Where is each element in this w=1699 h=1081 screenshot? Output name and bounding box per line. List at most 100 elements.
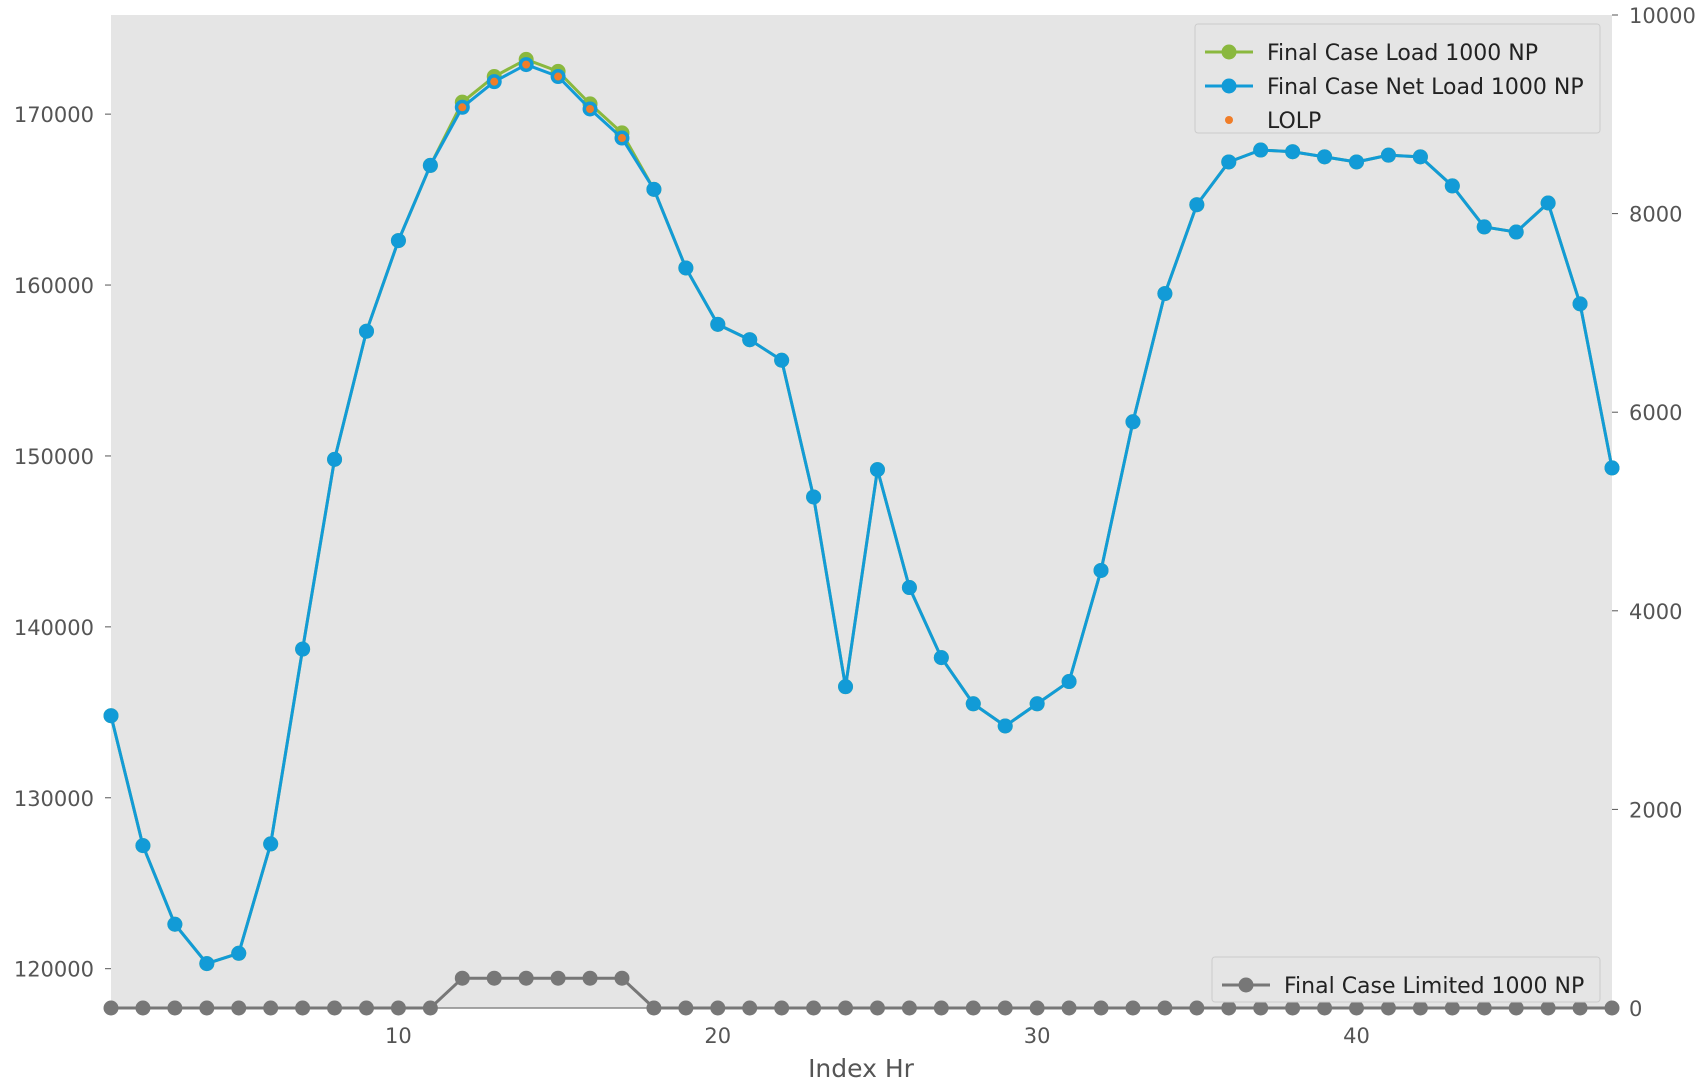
lolp-point bbox=[522, 60, 531, 69]
data-point bbox=[742, 1000, 758, 1016]
data-point bbox=[231, 945, 247, 961]
data-point bbox=[1157, 1000, 1173, 1016]
data-point bbox=[997, 1000, 1013, 1016]
data-point bbox=[1093, 1000, 1109, 1016]
data-point bbox=[135, 1000, 151, 1016]
y-right-tick-label: 6000 bbox=[1629, 401, 1682, 425]
x-tick-label: 40 bbox=[1343, 1024, 1370, 1048]
data-point bbox=[710, 316, 726, 332]
data-point bbox=[1029, 1000, 1045, 1016]
data-point bbox=[358, 323, 374, 339]
data-point bbox=[1221, 154, 1237, 170]
legend-box bbox=[1211, 956, 1601, 1003]
data-point bbox=[1476, 1000, 1492, 1016]
data-point bbox=[199, 956, 215, 972]
data-point bbox=[838, 1000, 854, 1016]
legend-box bbox=[1194, 23, 1601, 134]
data-point bbox=[358, 1000, 374, 1016]
data-point bbox=[1572, 1000, 1588, 1016]
data-point bbox=[646, 1000, 662, 1016]
data-point bbox=[1412, 1000, 1428, 1016]
data-point bbox=[295, 1000, 311, 1016]
legend-label: Final Case Limited 1000 NP bbox=[1284, 974, 1584, 999]
y-left-tick-label: 160000 bbox=[14, 274, 94, 298]
lolp-point bbox=[586, 105, 595, 114]
data-point bbox=[1029, 696, 1045, 712]
data-point bbox=[135, 838, 151, 854]
data-point bbox=[1349, 1000, 1365, 1016]
data-point bbox=[263, 836, 279, 852]
plot-background bbox=[111, 15, 1612, 1008]
y-left-tick-label: 120000 bbox=[14, 958, 94, 982]
data-point bbox=[486, 970, 502, 986]
data-point bbox=[1093, 562, 1109, 578]
series-final-case-net-load-1000-np bbox=[103, 57, 1620, 972]
data-point bbox=[550, 970, 566, 986]
data-point bbox=[869, 462, 885, 478]
data-point bbox=[1540, 195, 1556, 211]
data-point bbox=[774, 1000, 790, 1016]
data-point bbox=[327, 1000, 343, 1016]
data-point bbox=[327, 451, 343, 467]
data-point bbox=[965, 696, 981, 712]
y-left-tick-label: 170000 bbox=[14, 103, 94, 127]
data-point bbox=[167, 916, 183, 932]
series-final-case-limited-1000-np bbox=[103, 970, 1620, 1016]
data-point bbox=[1061, 1000, 1077, 1016]
legend-bottom-right: Final Case Limited 1000 NP bbox=[1211, 956, 1601, 1003]
x-tick-label: 30 bbox=[1024, 1024, 1051, 1048]
legend-top-right: Final Case Load 1000 NP Final Case Net Lo… bbox=[1194, 23, 1601, 134]
data-point bbox=[103, 1000, 119, 1016]
data-point bbox=[774, 352, 790, 368]
legend-marker bbox=[1221, 44, 1237, 60]
data-point bbox=[678, 1000, 694, 1016]
data-point bbox=[901, 580, 917, 596]
data-point bbox=[199, 1000, 215, 1016]
data-point bbox=[1540, 1000, 1556, 1016]
y-left-tick-label: 140000 bbox=[14, 616, 94, 640]
data-point bbox=[1253, 1000, 1269, 1016]
data-point bbox=[1125, 414, 1141, 430]
y-right-tick-label: 0 bbox=[1629, 997, 1642, 1021]
data-point bbox=[1604, 460, 1620, 476]
data-point bbox=[838, 679, 854, 695]
data-point bbox=[103, 708, 119, 724]
data-point bbox=[167, 1000, 183, 1016]
data-point bbox=[933, 650, 949, 666]
data-point bbox=[1380, 147, 1396, 163]
legend-marker bbox=[1238, 977, 1254, 993]
data-point bbox=[1604, 1000, 1620, 1016]
data-point bbox=[582, 970, 598, 986]
y-left-tick-label: 130000 bbox=[14, 787, 94, 811]
data-point bbox=[1253, 142, 1269, 158]
data-point bbox=[1380, 1000, 1396, 1016]
lolp-point bbox=[458, 103, 467, 112]
x-axis-title: Index Hr bbox=[808, 1054, 915, 1081]
data-point bbox=[1317, 149, 1333, 165]
legend-marker bbox=[1221, 78, 1237, 94]
data-point bbox=[1189, 1000, 1205, 1016]
legend-marker bbox=[1225, 116, 1233, 124]
data-point bbox=[933, 1000, 949, 1016]
y-right-tick-label: 2000 bbox=[1629, 798, 1682, 822]
data-point bbox=[1189, 197, 1205, 213]
data-point bbox=[710, 1000, 726, 1016]
legend-label: Final Case Net Load 1000 NP bbox=[1267, 75, 1584, 100]
data-point bbox=[1476, 219, 1492, 235]
series-lolp bbox=[458, 60, 626, 143]
data-point bbox=[997, 718, 1013, 734]
data-point bbox=[422, 157, 438, 173]
x-tick-label: 20 bbox=[704, 1024, 731, 1048]
data-point bbox=[1508, 1000, 1524, 1016]
data-point bbox=[295, 641, 311, 657]
data-point bbox=[742, 332, 758, 348]
data-point bbox=[1444, 1000, 1460, 1016]
y-right-tick-label: 10000 bbox=[1629, 4, 1696, 28]
data-point bbox=[1508, 224, 1524, 240]
data-point bbox=[390, 233, 406, 249]
data-point bbox=[231, 1000, 247, 1016]
data-point bbox=[1285, 144, 1301, 160]
data-point bbox=[390, 1000, 406, 1016]
y-right-tick-label: 4000 bbox=[1629, 600, 1682, 624]
